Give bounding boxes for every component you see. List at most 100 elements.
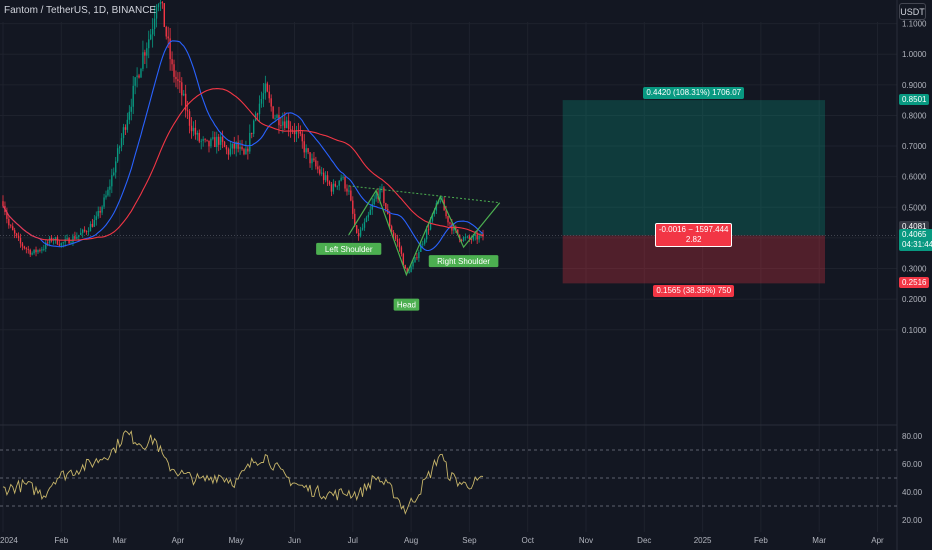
candle-body bbox=[29, 249, 31, 255]
candle-body bbox=[83, 229, 86, 232]
candle-body bbox=[225, 146, 228, 150]
candle-body bbox=[66, 238, 68, 240]
candle-body bbox=[466, 236, 469, 238]
candle-body bbox=[247, 148, 249, 152]
candle-body bbox=[365, 217, 368, 223]
stop-label[interactable]: 0.1565 (38.35%) 750 bbox=[653, 285, 735, 298]
candle-body bbox=[103, 197, 105, 207]
candle-body bbox=[315, 160, 317, 167]
candle-body bbox=[76, 236, 78, 239]
candle-body bbox=[431, 213, 434, 221]
candle-body bbox=[179, 81, 181, 83]
candle-body bbox=[251, 132, 253, 134]
candle-body bbox=[223, 141, 226, 147]
candle-body bbox=[25, 248, 28, 250]
candle-body bbox=[305, 148, 307, 153]
time-tick-label: 2025 bbox=[694, 536, 712, 545]
candle-body bbox=[140, 68, 142, 78]
candle-body bbox=[418, 251, 420, 259]
time-tick-label: Dec bbox=[637, 536, 651, 545]
candle-body bbox=[379, 188, 381, 199]
candle-body bbox=[284, 121, 286, 129]
position-center-label[interactable]: -0.0016 − 1597.444 2.82 bbox=[654, 223, 733, 248]
candle-body bbox=[398, 242, 401, 248]
candle-body bbox=[453, 226, 455, 231]
candle-body bbox=[214, 137, 216, 147]
candle-body bbox=[322, 172, 325, 181]
pattern-label: Head bbox=[397, 301, 416, 310]
candle-body bbox=[41, 249, 43, 251]
candle-body bbox=[101, 206, 103, 213]
profit-zone bbox=[562, 100, 826, 236]
candle-body bbox=[324, 175, 327, 181]
candle-body bbox=[175, 76, 177, 80]
pattern-label-bg bbox=[393, 298, 420, 311]
price-tick-label: 0.5000 bbox=[902, 203, 927, 212]
candle-body bbox=[37, 250, 39, 253]
candle-body bbox=[361, 227, 364, 230]
candle-body bbox=[317, 166, 319, 170]
candle-body bbox=[153, 18, 156, 30]
candle-body bbox=[64, 239, 66, 243]
candle-body bbox=[460, 239, 463, 241]
long-position-tool[interactable] bbox=[0, 100, 897, 284]
price-tick-label: 0.9000 bbox=[902, 81, 927, 90]
time-tick-label: Mar bbox=[812, 536, 826, 545]
candle-body bbox=[371, 204, 373, 210]
candle-body bbox=[68, 238, 70, 244]
candle-body bbox=[95, 216, 97, 221]
chart-title: Fantom / TetherUS, 1D, BINANCE bbox=[4, 5, 157, 16]
time-tick-label: Nov bbox=[579, 536, 593, 545]
candle-body bbox=[472, 235, 474, 240]
currency-button[interactable]: USDT bbox=[899, 3, 926, 20]
candle-body bbox=[80, 232, 82, 235]
candle-body bbox=[334, 183, 337, 187]
candle-body bbox=[249, 132, 251, 152]
candle-body bbox=[171, 59, 173, 65]
candle-body bbox=[15, 233, 18, 236]
candle-body bbox=[74, 236, 76, 239]
candle-body bbox=[414, 257, 416, 263]
candle-body bbox=[295, 130, 298, 135]
candle-body bbox=[89, 223, 92, 232]
last-price-tag: 0.4081 bbox=[899, 221, 930, 233]
time-tick-label: 2024 bbox=[0, 536, 18, 545]
price-tick-label: 1.0000 bbox=[902, 50, 927, 59]
candle-body bbox=[270, 98, 272, 107]
time-axis[interactable]: 2024 Feb Mar Apr May Jun Jul Aug Sep Oct Nov Dec 202… bbox=[0, 536, 884, 545]
current-price-tag: 0.4065 04:31:44 bbox=[899, 228, 932, 251]
candle-body bbox=[12, 226, 14, 231]
candle-body bbox=[252, 120, 255, 134]
candle-body bbox=[163, 3, 165, 27]
candle-body bbox=[375, 193, 377, 199]
candle-body bbox=[346, 188, 348, 192]
candle-body bbox=[383, 187, 385, 204]
candle-body bbox=[192, 127, 195, 132]
position-pnl: -0.0016 − 1597.444 bbox=[658, 225, 729, 235]
target-label[interactable]: 0.4420 (108.31%) 1706.07 bbox=[643, 87, 745, 100]
candle-body bbox=[381, 187, 383, 189]
head-and-shoulders-pattern[interactable]: Left Shoulder Head Right Shoulder bbox=[316, 185, 501, 311]
candle-body bbox=[319, 169, 321, 174]
candle-body bbox=[330, 184, 333, 192]
candle-body bbox=[390, 226, 393, 233]
candle-body bbox=[19, 237, 22, 244]
candle-body bbox=[332, 183, 335, 192]
time-tick-label: Mar bbox=[113, 536, 127, 545]
candle-body bbox=[299, 131, 302, 134]
candle-body bbox=[219, 136, 222, 145]
countdown: 04:31:44 bbox=[902, 239, 932, 249]
candle-body bbox=[208, 140, 210, 147]
candle-body bbox=[21, 243, 24, 247]
moving-averages bbox=[2, 40, 484, 252]
candle-body bbox=[355, 225, 358, 234]
candle-body bbox=[282, 121, 284, 126]
candle-body bbox=[161, 2, 164, 4]
candle-body bbox=[231, 143, 234, 149]
candle-body bbox=[336, 185, 338, 187]
rsi-tick-label: 40.00 bbox=[902, 488, 923, 497]
candle-body bbox=[245, 148, 247, 155]
candle-body bbox=[62, 242, 64, 244]
candle-body bbox=[429, 220, 432, 230]
